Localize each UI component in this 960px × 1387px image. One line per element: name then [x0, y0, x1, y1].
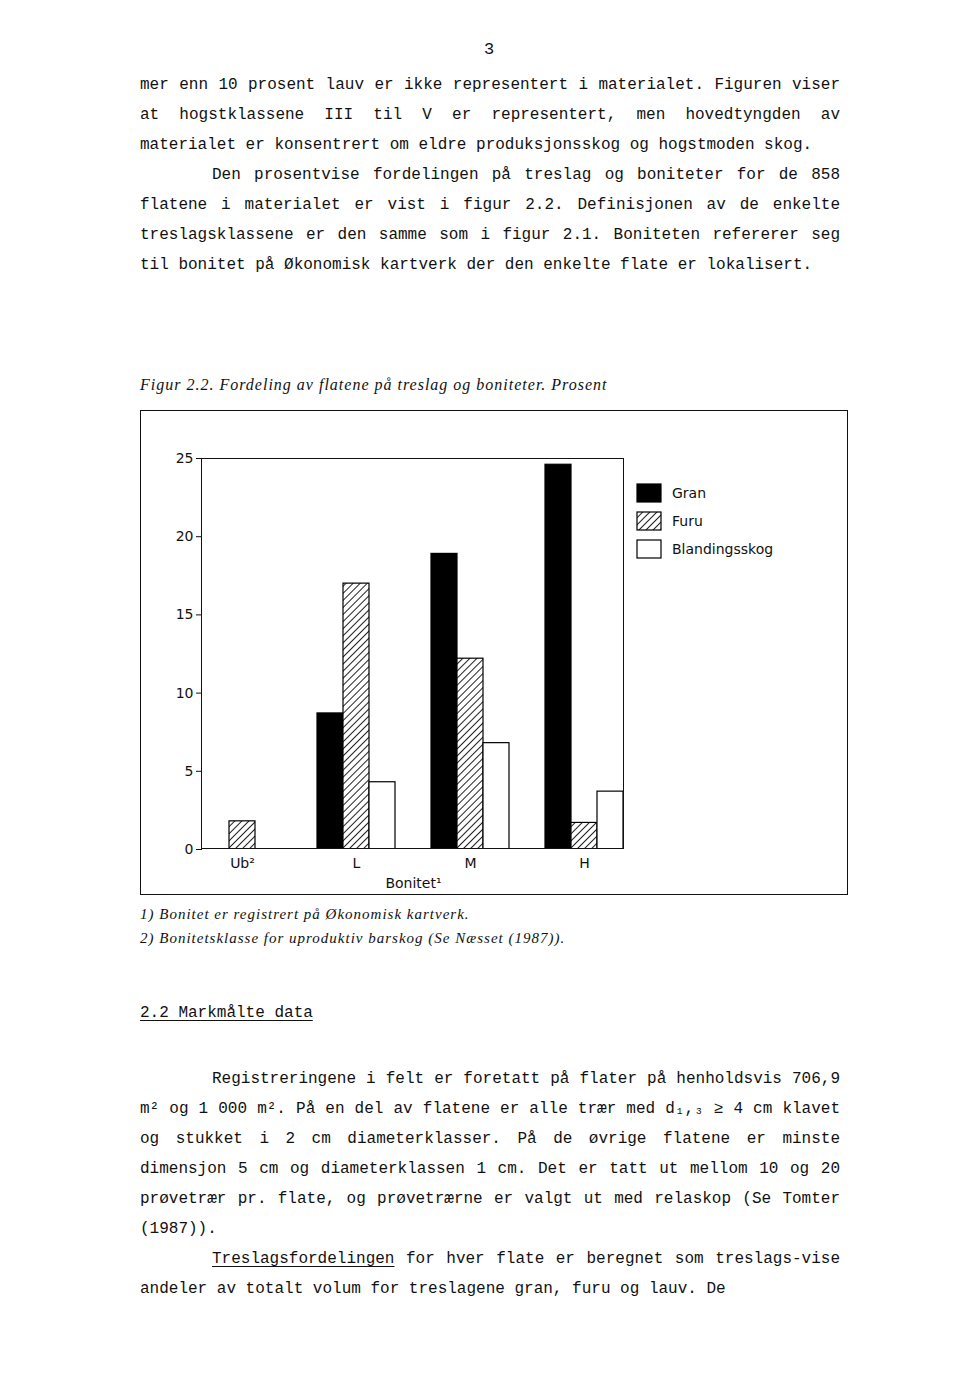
svg-text:Ub²: Ub² [230, 855, 255, 871]
svg-text:10: 10 [176, 685, 194, 701]
svg-text:20: 20 [176, 528, 194, 544]
html-text:Registreringene i felt er fore: Registreringene i felt er foretatt på fl… [140, 1070, 840, 1238]
html-text:mer enn 10 prosent lauv er ikk: mer enn 10 prosent lauv er ikke represen… [140, 76, 840, 154]
svg-text:M: M [464, 855, 476, 871]
html-text:1) Bonitet er registrert på Øk: 1) Bonitet er registrert på Økonomisk ka… [140, 906, 470, 922]
svg-text:5: 5 [185, 763, 194, 779]
html-text:Gran: Gran [672, 485, 707, 501]
html-text:2) Bonitetsklasse for uprodukt: 2) Bonitetsklasse for uproduktiv barskog… [140, 930, 566, 946]
html-text:Furu: Furu [672, 513, 703, 529]
html-text:Den prosentvise fordelingen på: Den prosentvise fordelingen på treslag o… [140, 166, 840, 274]
html-text:Treslagsfordelingen for hver f: Treslagsfordelingen for hver flate er be… [140, 1250, 840, 1298]
html-text:2.2 Markmålte data: 2.2 Markmålte data [140, 1004, 313, 1022]
svg-text:Bonitet¹: Bonitet¹ [385, 875, 441, 891]
svg-text:15: 15 [176, 606, 194, 622]
html-text:Blandingsskog: Blandingsskog [672, 541, 774, 557]
svg-text:L: L [353, 855, 361, 871]
svg-text:0: 0 [185, 841, 194, 857]
svg-text:25: 25 [176, 450, 194, 466]
html-text:3: 3 [484, 40, 495, 59]
svg-text:H: H [579, 855, 590, 871]
html-text:Figur 2.2. Fordeling av flaten: Figur 2.2. Fordeling av flatene på tresl… [140, 376, 608, 393]
